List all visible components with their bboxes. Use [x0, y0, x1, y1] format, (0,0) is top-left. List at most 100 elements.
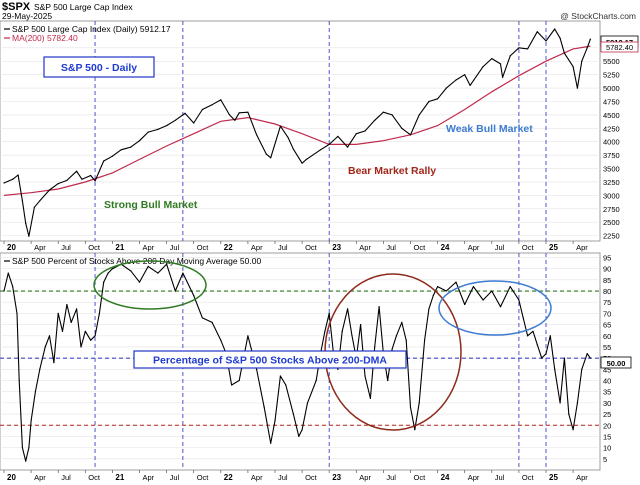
- breadth-y-tick: 60: [603, 332, 611, 341]
- breadth-point: [61, 330, 64, 332]
- breadth-point: [166, 263, 168, 265]
- label-box-group: S&P 500 - Daily: [43, 56, 155, 78]
- price-point: [228, 114, 231, 116]
- breadth-point: [522, 317, 524, 319]
- price-x-tick: Apr: [576, 243, 588, 252]
- price-y-tick: 5000: [603, 84, 620, 93]
- breadth-y-tick: 95: [603, 253, 611, 262]
- breadth-y-tick: 90: [603, 265, 611, 274]
- pct-label-group: Percentage of S&P 500 Stocks Above 200-D…: [133, 350, 407, 369]
- price-x-tick: Oct: [522, 243, 535, 252]
- breadth-point: [563, 357, 566, 359]
- breadth-point: [25, 460, 27, 462]
- breadth-y-tick: 75: [603, 298, 611, 307]
- price-point: [469, 84, 471, 86]
- breadth-x-tick: Jul: [386, 473, 396, 482]
- breadth-y-tick: 5: [603, 455, 607, 464]
- price-point: [518, 47, 520, 49]
- price-line: [3, 28, 591, 237]
- breadth-point: [279, 375, 281, 377]
- price-point: [545, 40, 547, 42]
- price-point: [576, 87, 579, 89]
- breadth-point: [545, 353, 547, 355]
- breadth-point: [572, 429, 574, 431]
- breadth-x-tick: Apr: [576, 473, 588, 482]
- price-point: [305, 158, 307, 160]
- breadth-x-tick: 24: [441, 473, 450, 482]
- price-point: [536, 31, 538, 33]
- strong-bull-ellipse: [93, 260, 207, 310]
- breadth-point: [270, 442, 272, 444]
- pct-label-frame: [133, 350, 407, 369]
- price-point: [502, 76, 504, 78]
- breadth-x-tick: Jul: [495, 473, 505, 482]
- price-point: [428, 100, 430, 103]
- breadth-y-tick: 55: [603, 343, 611, 352]
- breadth-legend: S&P 500 Percent of Stocks Above 200 Day …: [4, 256, 261, 266]
- price-point: [292, 148, 294, 150]
- bear-rally-label: Bear Market Rally: [348, 165, 436, 177]
- price-point: [509, 55, 511, 57]
- breadth-y-tick: 70: [603, 309, 611, 318]
- breadth-point: [387, 379, 389, 382]
- price-point: [247, 111, 249, 113]
- breadth-point: [401, 321, 403, 323]
- breadth-x-tick: Oct: [88, 473, 101, 482]
- breadth-y-tick: 35: [603, 388, 611, 397]
- breadth-point: [94, 335, 96, 337]
- breadth-point: [455, 281, 457, 283]
- price-point: [491, 58, 493, 60]
- breadth-point: [405, 339, 407, 341]
- breadth-point: [34, 391, 37, 393]
- price-point: [211, 104, 213, 106]
- breadth-point: [509, 286, 511, 288]
- price-point: [193, 122, 195, 124]
- breadth-point: [138, 281, 141, 283]
- price-y-tick: 2250: [603, 232, 620, 241]
- price-point: [554, 28, 556, 30]
- price-point: [39, 200, 41, 202]
- breadth-reference-lines: [0, 290, 600, 426]
- breadth-point: [16, 312, 18, 314]
- price-point: [499, 63, 502, 65]
- breadth-point: [53, 362, 55, 364]
- price-last-badge: 5912.17 5782.40: [600, 35, 639, 53]
- breadth-point: [351, 335, 353, 337]
- breadth-x-tick: Apr: [143, 473, 155, 482]
- breadth-y-tick: 40: [603, 377, 611, 386]
- breadth-point: [409, 406, 412, 408]
- price-point: [28, 235, 30, 237]
- breadth-point: [84, 330, 86, 332]
- price-y-tick: 4750: [603, 97, 620, 106]
- breadth-point: [347, 308, 349, 310]
- breadth-point: [21, 447, 23, 449]
- breadth-x-tick: Oct: [414, 473, 427, 482]
- price-point: [17, 174, 19, 176]
- ma-last-box: [600, 41, 639, 53]
- breadth-y-tick: 15: [603, 432, 611, 441]
- price-point: [256, 134, 258, 136]
- price-x-tick: 22: [224, 243, 233, 252]
- price-point: [559, 37, 561, 39]
- price-point: [103, 160, 105, 162]
- price-y-tick: 4250: [603, 124, 620, 133]
- breadth-point: [147, 265, 149, 267]
- breadth-point: [18, 379, 20, 382]
- price-y-tick: 5250: [603, 71, 620, 80]
- breadth-point: [182, 272, 184, 274]
- breadth-point: [395, 335, 397, 337]
- breadth-point: [341, 330, 343, 332]
- breadth-point: [424, 339, 426, 341]
- price-y-axis: 2250 2500 2750 3000 3250 3500 3750 4000 4250 4500…: [603, 44, 620, 241]
- breadth-point: [337, 368, 339, 370]
- breadth-point: [3, 290, 5, 292]
- breadth-point: [315, 379, 317, 382]
- breadth-point: [581, 368, 583, 370]
- price-point: [347, 146, 349, 148]
- price-x-tick: 24: [441, 243, 450, 252]
- breadth-point: [130, 270, 132, 272]
- price-point: [166, 125, 168, 127]
- breadth-x-tick: 22: [224, 473, 233, 482]
- chart-date: 29-May-2025: [2, 11, 52, 21]
